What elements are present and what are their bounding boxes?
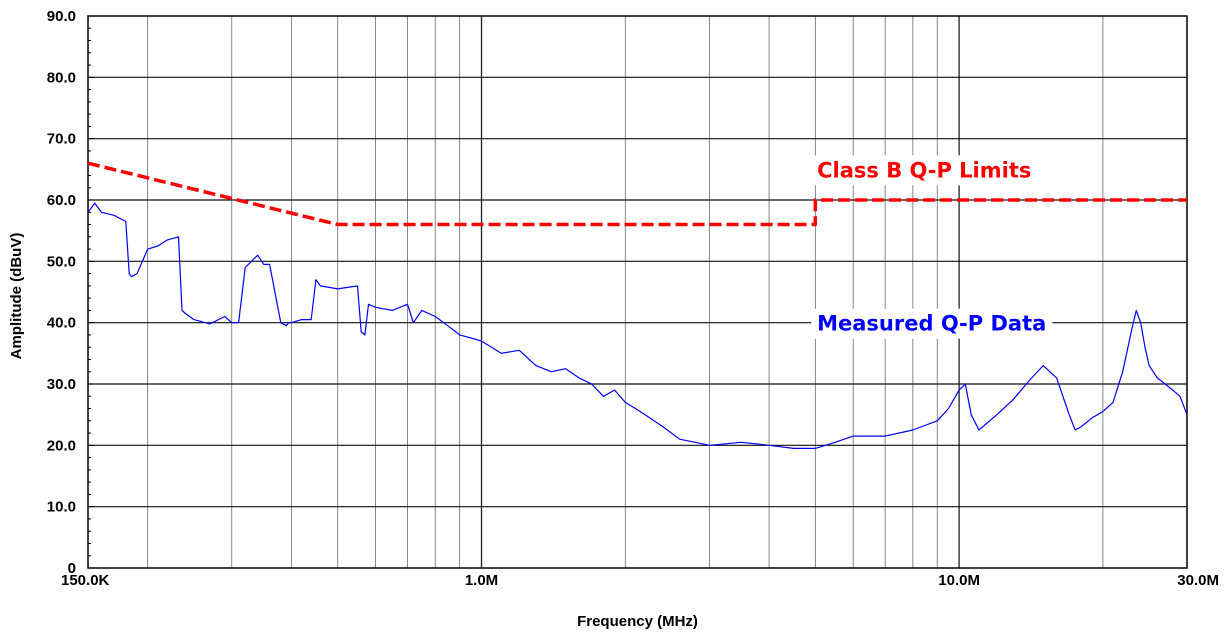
y-tick-label: 10.0 bbox=[47, 499, 76, 516]
y-tick-label: 60.0 bbox=[47, 192, 76, 209]
annotation-background bbox=[811, 155, 1038, 186]
major-gridlines bbox=[88, 16, 1187, 568]
x-tick-label: 1.0M bbox=[465, 572, 498, 589]
y-tick-label: 20.0 bbox=[47, 437, 76, 454]
x-tick-label: 30.0M bbox=[1177, 572, 1219, 589]
measured-data-line bbox=[87, 202, 1188, 449]
x-tick-label: 10.0M bbox=[938, 572, 980, 589]
x-tick-labels: 150.0K 1.0M 10.0M 30.0M bbox=[61, 572, 1219, 589]
annotation-layer: Class B Q-P Limits Measured Q-P Data bbox=[811, 155, 1053, 339]
y-tick-labels: 0 10.0 20.0 30.0 40.0 50.0 60.0 70.0 80.0 90.0 bbox=[47, 8, 76, 577]
x-tick-label: 150.0K bbox=[61, 572, 110, 589]
y-tick-label: 30.0 bbox=[47, 376, 76, 393]
x-axis-title: Frequency (MHz) bbox=[577, 613, 698, 630]
y-tick-label: 90.0 bbox=[47, 8, 76, 25]
limit-line bbox=[87, 161, 1187, 227]
minor-gridlines bbox=[147, 16, 1104, 568]
data-annotation: Measured Q-P Data bbox=[817, 312, 1046, 336]
limits-annotation: Class B Q-P Limits bbox=[817, 158, 1031, 182]
axis-minor-ticks bbox=[88, 15, 94, 569]
annotation-background bbox=[811, 308, 1053, 339]
y-tick-label: 40.0 bbox=[47, 315, 76, 332]
y-tick-label: 70.0 bbox=[47, 131, 76, 148]
y-tick-label: 50.0 bbox=[47, 253, 76, 270]
series-layer bbox=[87, 161, 1188, 449]
y-axis-title: Amplitude (dBuV) bbox=[8, 233, 25, 360]
y-tick-label: 80.0 bbox=[47, 69, 76, 86]
y-tick-label: 0 bbox=[68, 560, 76, 577]
plot-frame bbox=[87, 15, 1188, 569]
